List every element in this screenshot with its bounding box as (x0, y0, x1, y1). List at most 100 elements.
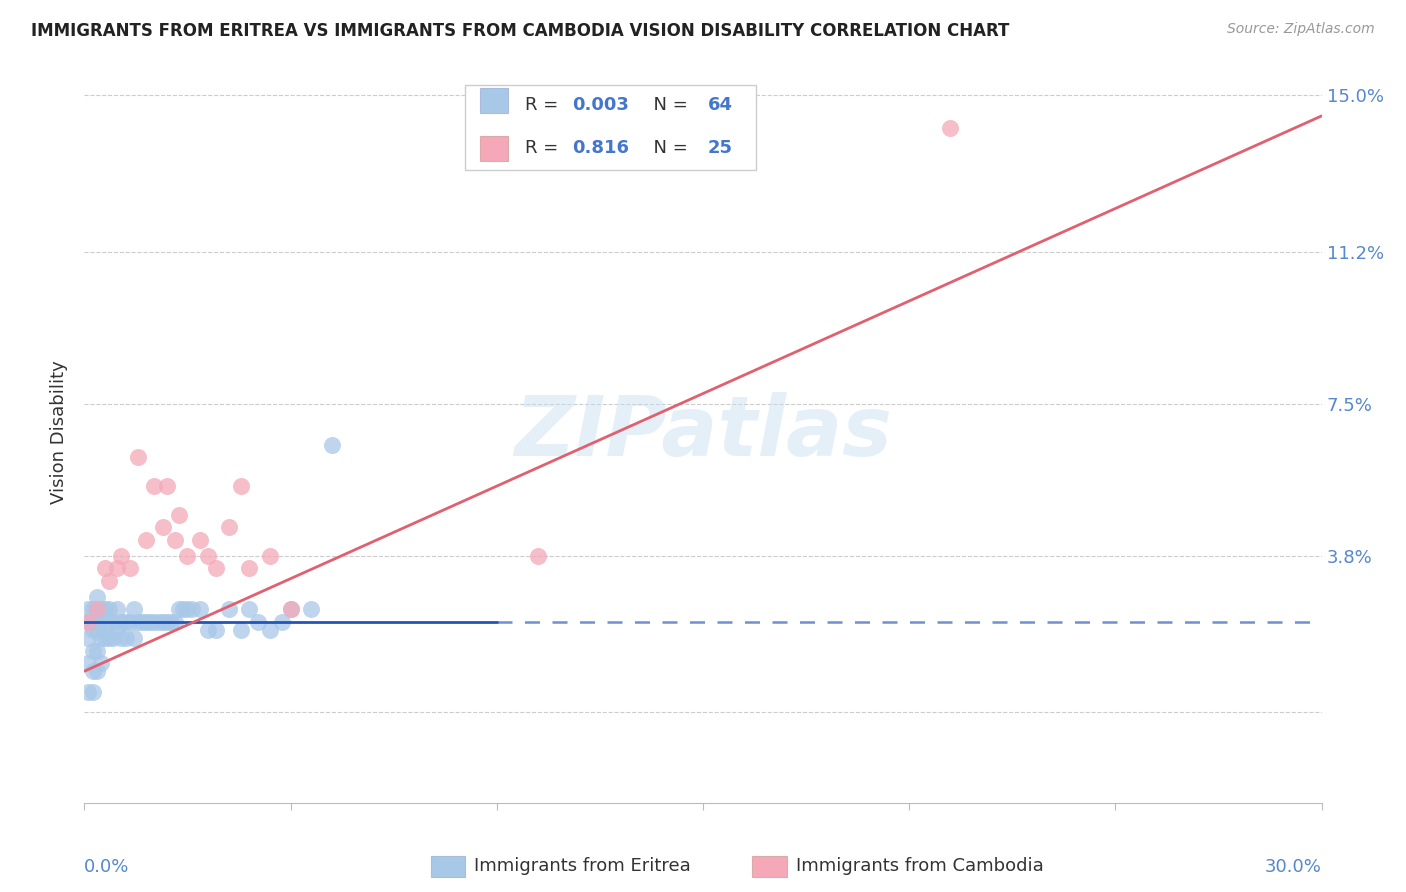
Point (172, 602, 194, 616)
FancyBboxPatch shape (430, 856, 465, 877)
Point (86, 623, 108, 637)
Point (321, 438, 343, 452)
Point (110, 615, 132, 629)
Point (229, 623, 252, 637)
Point (143, 479, 166, 493)
Point (218, 520, 240, 534)
Point (82, 685, 104, 699)
Text: Immigrants from Eritrea: Immigrants from Eritrea (474, 856, 690, 875)
Point (299, 602, 322, 616)
Point (77, 615, 100, 629)
Point (98, 574, 121, 588)
Point (90, 656, 112, 670)
Point (98, 602, 121, 616)
Point (238, 602, 260, 616)
Point (114, 632, 136, 646)
Text: N =: N = (643, 96, 695, 114)
Text: Source: ZipAtlas.com: Source: ZipAtlas.com (1227, 22, 1375, 37)
Point (98, 632, 121, 646)
Point (939, 121, 962, 136)
Point (86, 602, 108, 616)
Point (110, 632, 132, 646)
Point (218, 602, 240, 616)
Point (98, 615, 121, 629)
Point (160, 615, 183, 629)
Point (180, 602, 202, 616)
Point (90, 632, 112, 646)
Point (135, 615, 157, 629)
Point (527, 549, 550, 563)
Point (259, 549, 281, 563)
Text: 0.816: 0.816 (572, 138, 628, 157)
Point (135, 533, 157, 547)
Point (188, 533, 211, 547)
Point (205, 561, 228, 575)
FancyBboxPatch shape (752, 856, 787, 877)
Point (152, 615, 174, 629)
Point (246, 615, 269, 629)
Point (280, 602, 302, 616)
Point (165, 615, 187, 629)
Point (77, 656, 100, 670)
FancyBboxPatch shape (481, 88, 508, 112)
Point (86, 602, 108, 616)
Point (77, 615, 100, 629)
Point (82, 615, 104, 629)
Point (167, 508, 190, 522)
Point (105, 561, 128, 575)
Text: 30.0%: 30.0% (1265, 858, 1322, 876)
Point (156, 479, 179, 493)
Point (114, 615, 136, 629)
Point (122, 632, 145, 646)
Point (94, 561, 117, 575)
Point (131, 615, 153, 629)
Point (229, 479, 252, 493)
Point (94, 632, 117, 646)
Point (103, 615, 125, 629)
Text: 64: 64 (709, 96, 733, 114)
Point (176, 602, 198, 616)
Point (82, 623, 104, 637)
Point (139, 615, 162, 629)
Point (205, 623, 228, 637)
Point (156, 615, 179, 629)
Point (110, 549, 132, 563)
FancyBboxPatch shape (465, 85, 756, 169)
Point (105, 623, 128, 637)
Text: IMMIGRANTS FROM ERITREA VS IMMIGRANTS FROM CAMBODIA VISION DISABILITY CORRELATIO: IMMIGRANTS FROM ERITREA VS IMMIGRANTS FR… (31, 22, 1010, 40)
Point (165, 533, 187, 547)
Text: R =: R = (524, 96, 564, 114)
Point (280, 602, 302, 616)
Point (197, 623, 219, 637)
Text: ZIPatlas: ZIPatlas (515, 392, 891, 473)
Point (259, 623, 281, 637)
Point (86, 590, 108, 604)
Point (86, 615, 108, 629)
Point (77, 632, 100, 646)
Text: 25: 25 (709, 138, 733, 157)
Point (86, 643, 108, 657)
Point (77, 685, 100, 699)
Point (86, 664, 108, 678)
Y-axis label: Vision Disability: Vision Disability (51, 360, 69, 505)
Point (118, 615, 141, 629)
Point (238, 561, 260, 575)
FancyBboxPatch shape (481, 136, 508, 161)
Point (94, 615, 117, 629)
Point (90, 615, 112, 629)
Text: N =: N = (643, 138, 695, 157)
Point (90, 602, 112, 616)
Point (127, 450, 149, 465)
Point (105, 602, 128, 616)
Point (82, 602, 104, 616)
Point (271, 615, 294, 629)
Point (176, 549, 198, 563)
Point (167, 602, 190, 616)
Text: 0.003: 0.003 (572, 96, 628, 114)
Point (152, 520, 174, 534)
Text: 0.0%: 0.0% (84, 858, 129, 876)
Point (143, 615, 166, 629)
Point (94, 602, 117, 616)
Text: R =: R = (524, 138, 569, 157)
Text: Immigrants from Cambodia: Immigrants from Cambodia (796, 856, 1043, 875)
